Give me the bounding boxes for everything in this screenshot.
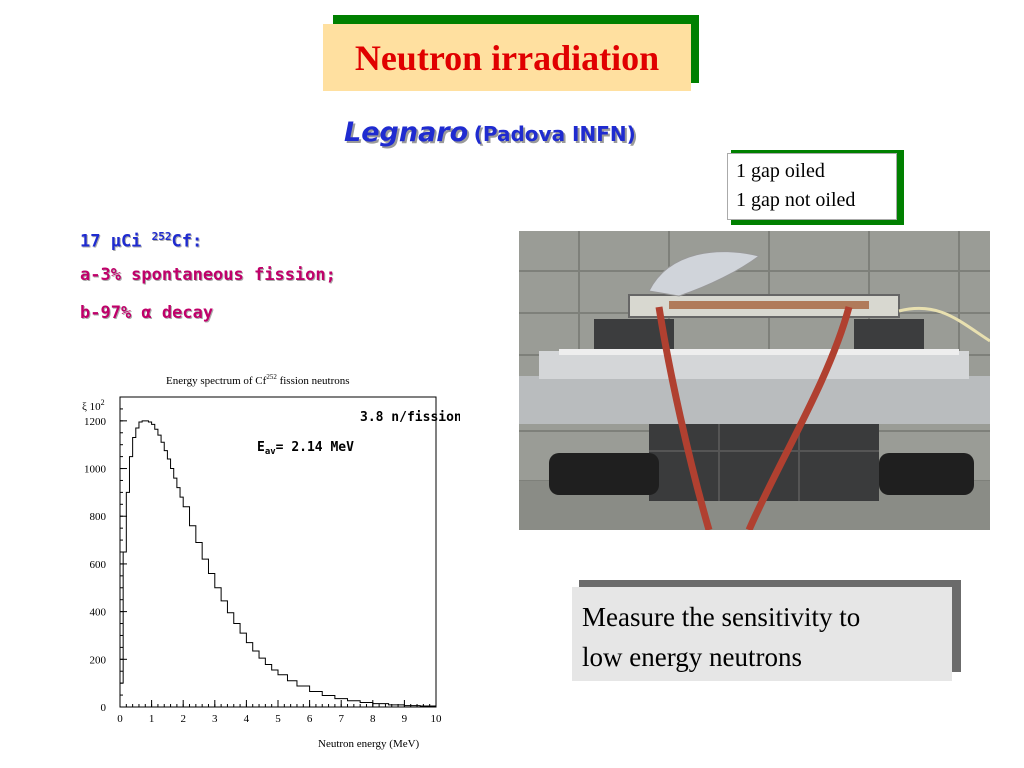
x-tick-label: 5 xyxy=(275,713,281,725)
slide-title: Neutron irradiation xyxy=(354,37,660,78)
y-multiplier: ξ 102 xyxy=(82,398,105,413)
measure-box: Measure the sensitivity to low energy ne… xyxy=(572,587,952,681)
slide-subtitle: Legnaro (Padova INFN) xyxy=(344,117,636,148)
x-tick-label: 3 xyxy=(212,713,218,725)
x-tick-label: 6 xyxy=(307,713,313,725)
x-tick-label: 0 xyxy=(117,713,123,725)
x-tick-label: 2 xyxy=(180,713,186,725)
fact-source-element: Cf: xyxy=(171,231,203,252)
y-tick-label: 0 xyxy=(101,702,107,714)
gap-note: 1 gap oiled 1 gap not oiled xyxy=(727,153,897,220)
x-tick-label: 9 xyxy=(402,713,408,725)
y-tick-label: 1200 xyxy=(84,416,107,428)
x-tick-label: 1 xyxy=(149,713,155,725)
chart-ticks: 0 1 2 3 4 5 6 7 8 9 10 0 200 400 600 800 1000 1200 xyxy=(84,396,443,725)
title-box: Neutron irradiation xyxy=(323,24,691,91)
fact-source: 17 μCi 252Cf: xyxy=(80,224,336,262)
fact-fission: a-3% spontaneous fission; xyxy=(80,265,336,285)
energy-spectrum-chart: Energy spectrum of Cf252 fission neutron… xyxy=(60,365,462,760)
spectrum-line xyxy=(120,420,437,707)
detector-setup-photo xyxy=(519,231,990,530)
x-tick-label: 10 xyxy=(431,713,443,725)
fact-decay: b-97% α decay xyxy=(80,303,214,323)
y-tick-label: 400 xyxy=(90,607,107,619)
chart-title: Energy spectrum of Cf252 fission neutron… xyxy=(166,373,350,387)
gap-note-line1: 1 gap oiled xyxy=(736,160,825,182)
source-facts: 17 μCi 252Cf: a-3% spontaneous fission; … xyxy=(80,224,336,338)
annotation-n-per-fission: 3.8 n/fission xyxy=(360,410,460,425)
gap-note-line2: 1 gap not oiled xyxy=(736,189,856,211)
annotation-eav: Eav= 2.14 MeV xyxy=(257,440,354,457)
subtitle-sub: (Padova INFN) xyxy=(473,122,636,146)
x-tick-label: 8 xyxy=(370,713,376,725)
measure-line2: low energy neutrons xyxy=(582,642,802,672)
x-tick-label: 4 xyxy=(244,713,250,725)
fact-source-mass: 252 xyxy=(151,230,172,243)
y-tick-label: 200 xyxy=(90,654,107,666)
fact-source-prefix: 17 μCi xyxy=(80,231,152,252)
y-tick-label: 1000 xyxy=(84,464,107,476)
x-tick-label: 7 xyxy=(338,713,344,725)
measure-line1: Measure the sensitivity to xyxy=(582,602,861,632)
y-tick-label: 800 xyxy=(90,511,107,523)
y-tick-label: 600 xyxy=(90,559,107,571)
x-axis-label: Neutron energy (MeV) xyxy=(318,738,420,750)
subtitle-main: Legnaro xyxy=(344,117,469,148)
